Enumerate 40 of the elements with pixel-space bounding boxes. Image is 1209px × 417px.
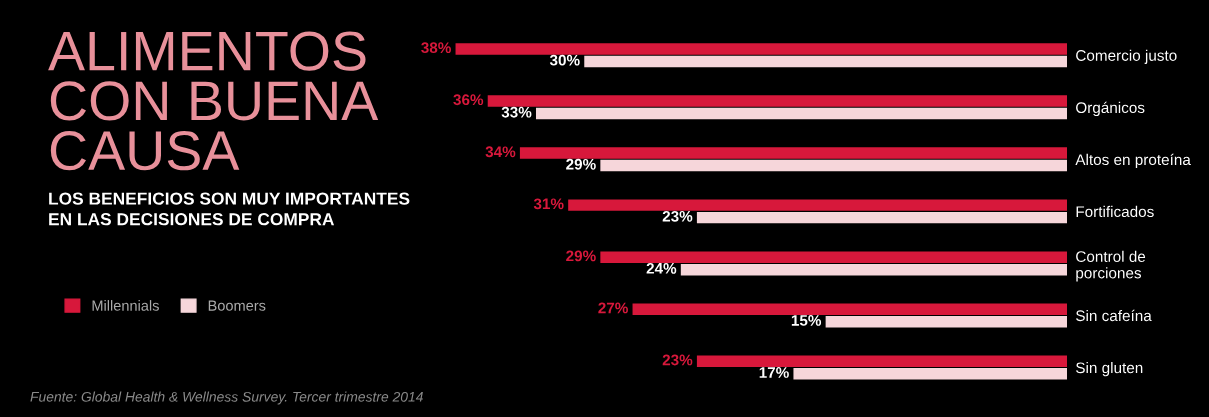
data-label: 34% <box>485 146 516 158</box>
y-tick-label: Control de porciones <box>1076 250 1146 282</box>
bar <box>696 211 1067 224</box>
source-note: Fuente: Global Health & Wellness Survey. Tercer trimestre 2014 <box>30 391 423 405</box>
data-label: 29% <box>566 158 596 170</box>
y-tick-label: Altos en proteína <box>1075 153 1191 169</box>
data-label: 17% <box>759 367 789 378</box>
bar <box>793 368 1067 380</box>
bar <box>455 43 1067 55</box>
data-label: 23% <box>662 210 693 222</box>
data-label: 24% <box>646 262 677 274</box>
data-label: 15% <box>791 315 822 326</box>
legend-label: Millennials <box>92 300 159 311</box>
bar <box>680 263 1067 276</box>
data-label: 23% <box>662 354 693 366</box>
y-tick-label: Sin cafeína <box>1076 309 1152 322</box>
y-tick-label: Sin gluten <box>1076 361 1143 377</box>
bar <box>584 55 1067 68</box>
data-label: 31% <box>533 198 564 210</box>
bar <box>600 159 1067 172</box>
data-label: 38% <box>421 42 451 54</box>
data-label: 33% <box>501 106 532 118</box>
bar <box>632 303 1067 315</box>
data-label: 29% <box>566 250 596 262</box>
bar <box>600 251 1067 263</box>
y-tick-label: Orgánicos <box>1076 101 1145 117</box>
bar <box>487 95 1067 107</box>
legend-label: Boomers <box>208 300 266 311</box>
bar <box>696 355 1067 367</box>
text: LOS BENEFICIOS SON MUY IMPORTANTES EN LAS DECISIONES DE COMPRA <box>49 192 410 226</box>
data-label: 30% <box>549 54 580 66</box>
bar <box>519 147 1067 159</box>
data-label: 36% <box>453 94 484 106</box>
bar <box>535 107 1067 120</box>
text: ALIMENTOS CON BUENA CAUSA <box>48 31 379 171</box>
y-tick-label: Fortificados <box>1076 205 1154 218</box>
bar <box>568 199 1067 211</box>
data-label: 27% <box>598 302 628 314</box>
y-tick-label: Comercio justo <box>1076 49 1177 64</box>
bar <box>825 315 1067 328</box>
